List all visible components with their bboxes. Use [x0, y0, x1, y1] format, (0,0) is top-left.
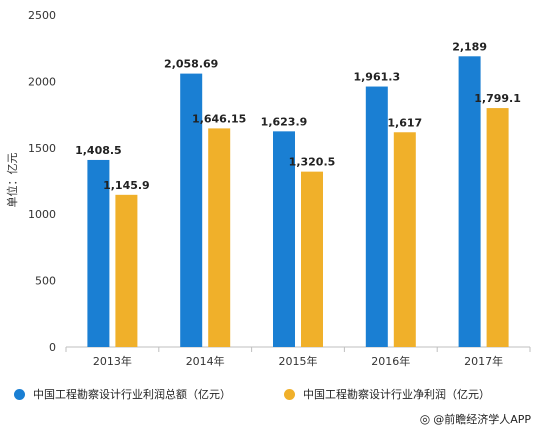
bar-net-profit: [393, 132, 416, 347]
bar-net-profit: [301, 171, 323, 347]
x-tick-label: 2016年: [371, 354, 410, 368]
bars: [87, 56, 509, 348]
bar-profit-total: [458, 56, 481, 347]
x-tick-label: 2015年: [279, 354, 318, 368]
data-label-net-profit: 1,799.1: [474, 92, 521, 105]
y-axis: 0 500 1000 1500 2000 2500: [28, 9, 56, 354]
x-tick-label: 2017年: [464, 354, 503, 368]
data-label-profit-total: 2,058.69: [164, 58, 218, 71]
bar-net-profit: [115, 194, 138, 347]
y-tick-label: 2500: [28, 9, 56, 22]
data-label-profit-total: 1,623.9: [261, 115, 308, 128]
bar-profit-total: [273, 131, 295, 347]
bar-profit-total: [87, 159, 110, 347]
x-tick-label: 2013年: [93, 354, 132, 368]
y-tick-label: 0: [49, 341, 56, 354]
bar-net-profit: [486, 108, 509, 347]
bar-profit-total: [365, 86, 388, 347]
source-credit: ◎ @前瞻经济学人APP: [420, 411, 531, 427]
x-tick-label: 2014年: [186, 354, 225, 368]
data-label-net-profit: 1,617: [387, 116, 422, 129]
y-tick-label: 1000: [28, 208, 56, 221]
y-tick-label: 2000: [28, 75, 56, 88]
legend: 中国工程勘察设计行业利润总额（亿元） 中国工程勘察设计行业净利润（亿元）: [14, 386, 534, 404]
data-label-profit-total: 1,408.5: [75, 144, 122, 157]
circle-logo-icon: ◎: [419, 412, 431, 426]
source-text: @前瞻经济学人APP: [433, 413, 531, 426]
bar-chart: 0 500 1000 1500 2000 2500 2013年 2014年 2015年 2016…: [5, 9, 531, 368]
data-label-net-profit: 1,320.5: [289, 156, 336, 169]
y-tick-label: 1500: [28, 142, 56, 155]
bar-profit-total: [180, 73, 203, 348]
data-label-profit-total: 1,961.3: [353, 71, 400, 84]
legend-label-profit-total: 中国工程勘察设计行业利润总额（亿元）: [33, 388, 231, 401]
data-label-net-profit: 1,145.9: [103, 179, 150, 192]
data-label-profit-total: 2,189: [452, 40, 487, 53]
data-labels: 1,408.5 2,058.69 1,623.9 1,961.3 2,189 1,145.…: [75, 40, 521, 192]
x-axis: 2013年 2014年 2015年 2016年 2017年: [65, 346, 531, 368]
legend-item-net-profit: 中国工程勘察设计行业净利润（亿元）: [284, 386, 490, 402]
data-label-net-profit: 1,646.15: [192, 112, 246, 125]
legend-marker-profit-total: [14, 388, 25, 400]
y-axis-label: 单位：亿元: [5, 153, 19, 208]
legend-marker-net-profit: [284, 388, 295, 400]
legend-item-profit-total: 中国工程勘察设计行业利润总额（亿元）: [14, 386, 231, 402]
bar-net-profit: [208, 128, 231, 347]
y-tick-label: 500: [35, 275, 56, 288]
legend-label-net-profit: 中国工程勘察设计行业净利润（亿元）: [303, 388, 490, 401]
